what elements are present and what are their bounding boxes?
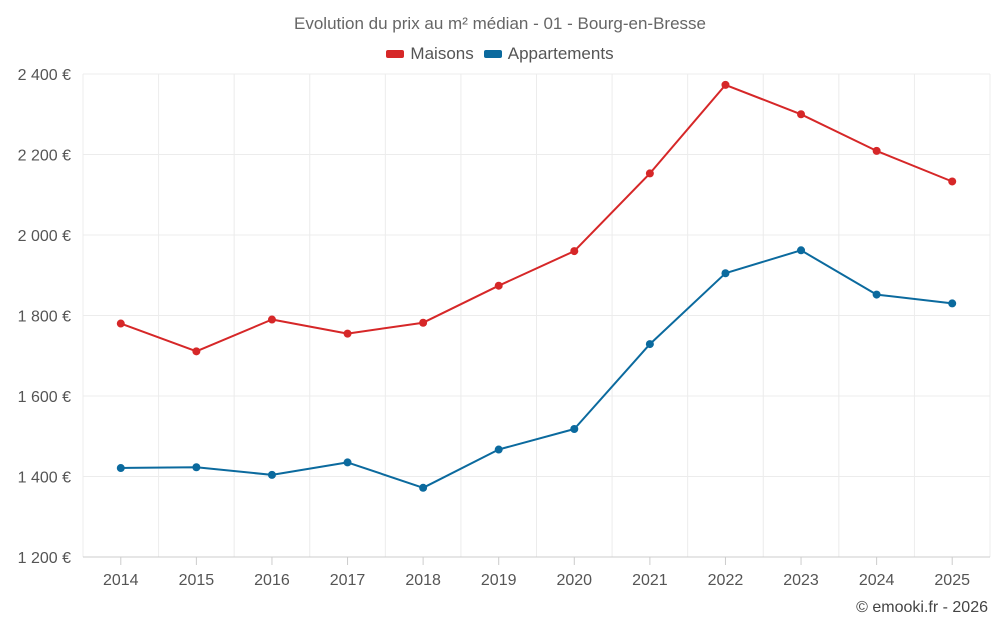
data-point-maisons[interactable] bbox=[116, 319, 125, 328]
axes: 1 200 € 1 400 € 1 600 € 1 800 € 2 000 € 2 200… bbox=[18, 67, 990, 589]
data-point-maisons[interactable] bbox=[267, 315, 276, 324]
data-point-maisons[interactable] bbox=[721, 80, 730, 89]
x-tick-label: 2025 bbox=[934, 572, 970, 589]
data-point-appartements[interactable] bbox=[872, 290, 881, 299]
x-tick-label: 2014 bbox=[103, 572, 139, 589]
y-tick-label: 2 200 € bbox=[18, 148, 71, 165]
x-tick-label: 2023 bbox=[783, 572, 819, 589]
x-tick-label: 2019 bbox=[481, 572, 517, 589]
legend-label-appartements: Appartements bbox=[507, 44, 614, 63]
data-point-maisons[interactable] bbox=[494, 281, 503, 290]
data-point-appartements[interactable] bbox=[267, 470, 276, 479]
x-tick-label: 2020 bbox=[556, 572, 592, 589]
data-point-appartements[interactable] bbox=[645, 340, 654, 349]
data-point-maisons[interactable] bbox=[343, 329, 352, 338]
y-tick-label: 1 200 € bbox=[18, 550, 71, 567]
data-point-appartements[interactable] bbox=[494, 445, 503, 454]
y-tick-label: 1 800 € bbox=[18, 309, 71, 326]
data-point-appartements[interactable] bbox=[948, 299, 957, 308]
legend: Maisons Appartements bbox=[0, 44, 1000, 64]
x-tick-label: 2017 bbox=[330, 572, 366, 589]
data-point-maisons[interactable] bbox=[797, 110, 806, 119]
data-point-maisons[interactable] bbox=[570, 247, 579, 256]
data-point-appartements[interactable] bbox=[192, 463, 201, 472]
data-point-maisons[interactable] bbox=[645, 169, 654, 178]
legend-item-appartements[interactable]: Appartements bbox=[483, 44, 614, 64]
grid bbox=[82, 73, 991, 558]
data-point-maisons[interactable] bbox=[192, 347, 201, 356]
legend-item-maisons[interactable]: Maisons bbox=[386, 44, 474, 64]
data-point-appartements[interactable] bbox=[721, 269, 730, 278]
x-tick-label: 2024 bbox=[859, 572, 895, 589]
y-tick-label: 1 400 € bbox=[18, 470, 71, 487]
data-point-appartements[interactable] bbox=[116, 464, 125, 473]
data-point-maisons[interactable] bbox=[948, 177, 957, 186]
series-line-maisons bbox=[120, 83, 953, 353]
x-tick-label: 2015 bbox=[179, 572, 215, 589]
data-point-maisons[interactable] bbox=[872, 146, 881, 155]
x-tick-label: 2016 bbox=[254, 572, 290, 589]
data-point-maisons[interactable] bbox=[419, 318, 428, 327]
y-tick-label: 2 000 € bbox=[18, 228, 71, 245]
credit: © emooki.fr - 2026 bbox=[856, 599, 988, 616]
legend-label-maisons: Maisons bbox=[410, 44, 474, 63]
series bbox=[116, 80, 957, 492]
x-tick-label: 2021 bbox=[632, 572, 668, 589]
data-point-appartements[interactable] bbox=[797, 246, 806, 255]
y-tick-label: 2 400 € bbox=[18, 67, 71, 84]
data-point-appartements[interactable] bbox=[570, 425, 579, 434]
data-point-appartements[interactable] bbox=[419, 483, 428, 492]
y-tick-label: 1 600 € bbox=[18, 389, 71, 406]
data-point-appartements[interactable] bbox=[343, 458, 352, 467]
legend-swatch-maisons bbox=[386, 50, 405, 58]
x-tick-label: 2022 bbox=[708, 572, 744, 589]
chart-title: Evolution du prix au m² médian - 01 - Bo… bbox=[294, 14, 706, 33]
legend-swatch-appartements bbox=[483, 50, 502, 58]
x-tick-label: 2018 bbox=[405, 572, 441, 589]
series-line-appartements bbox=[120, 249, 953, 489]
